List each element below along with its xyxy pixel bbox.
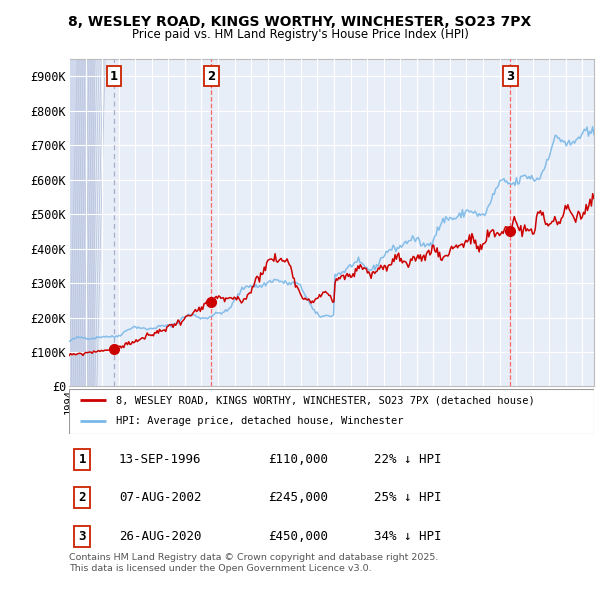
Text: Contains HM Land Registry data © Crown copyright and database right 2025.
This d: Contains HM Land Registry data © Crown c… [69,553,439,573]
Text: 8, WESLEY ROAD, KINGS WORTHY, WINCHESTER, SO23 7PX (detached house): 8, WESLEY ROAD, KINGS WORTHY, WINCHESTER… [116,395,535,405]
Text: 13-SEP-1996: 13-SEP-1996 [119,453,202,466]
Text: £450,000: £450,000 [269,530,329,543]
Text: HPI: Average price, detached house, Winchester: HPI: Average price, detached house, Winc… [116,416,404,426]
Text: 22% ↓ HPI: 22% ↓ HPI [373,453,441,466]
FancyBboxPatch shape [69,389,594,434]
Polygon shape [69,59,94,386]
Text: £110,000: £110,000 [269,453,329,466]
Text: £245,000: £245,000 [269,491,329,504]
Text: 2: 2 [79,491,86,504]
Text: Price paid vs. HM Land Registry's House Price Index (HPI): Price paid vs. HM Land Registry's House … [131,28,469,41]
Text: 1: 1 [79,453,86,466]
Text: 8, WESLEY ROAD, KINGS WORTHY, WINCHESTER, SO23 7PX: 8, WESLEY ROAD, KINGS WORTHY, WINCHESTER… [68,15,532,30]
Text: 2: 2 [208,70,215,83]
Text: 07-AUG-2002: 07-AUG-2002 [119,491,202,504]
Text: 1: 1 [110,70,118,83]
Text: 26-AUG-2020: 26-AUG-2020 [119,530,202,543]
Text: 25% ↓ HPI: 25% ↓ HPI [373,491,441,504]
Text: 34% ↓ HPI: 34% ↓ HPI [373,530,441,543]
Text: 3: 3 [79,530,86,543]
Text: 3: 3 [506,70,514,83]
